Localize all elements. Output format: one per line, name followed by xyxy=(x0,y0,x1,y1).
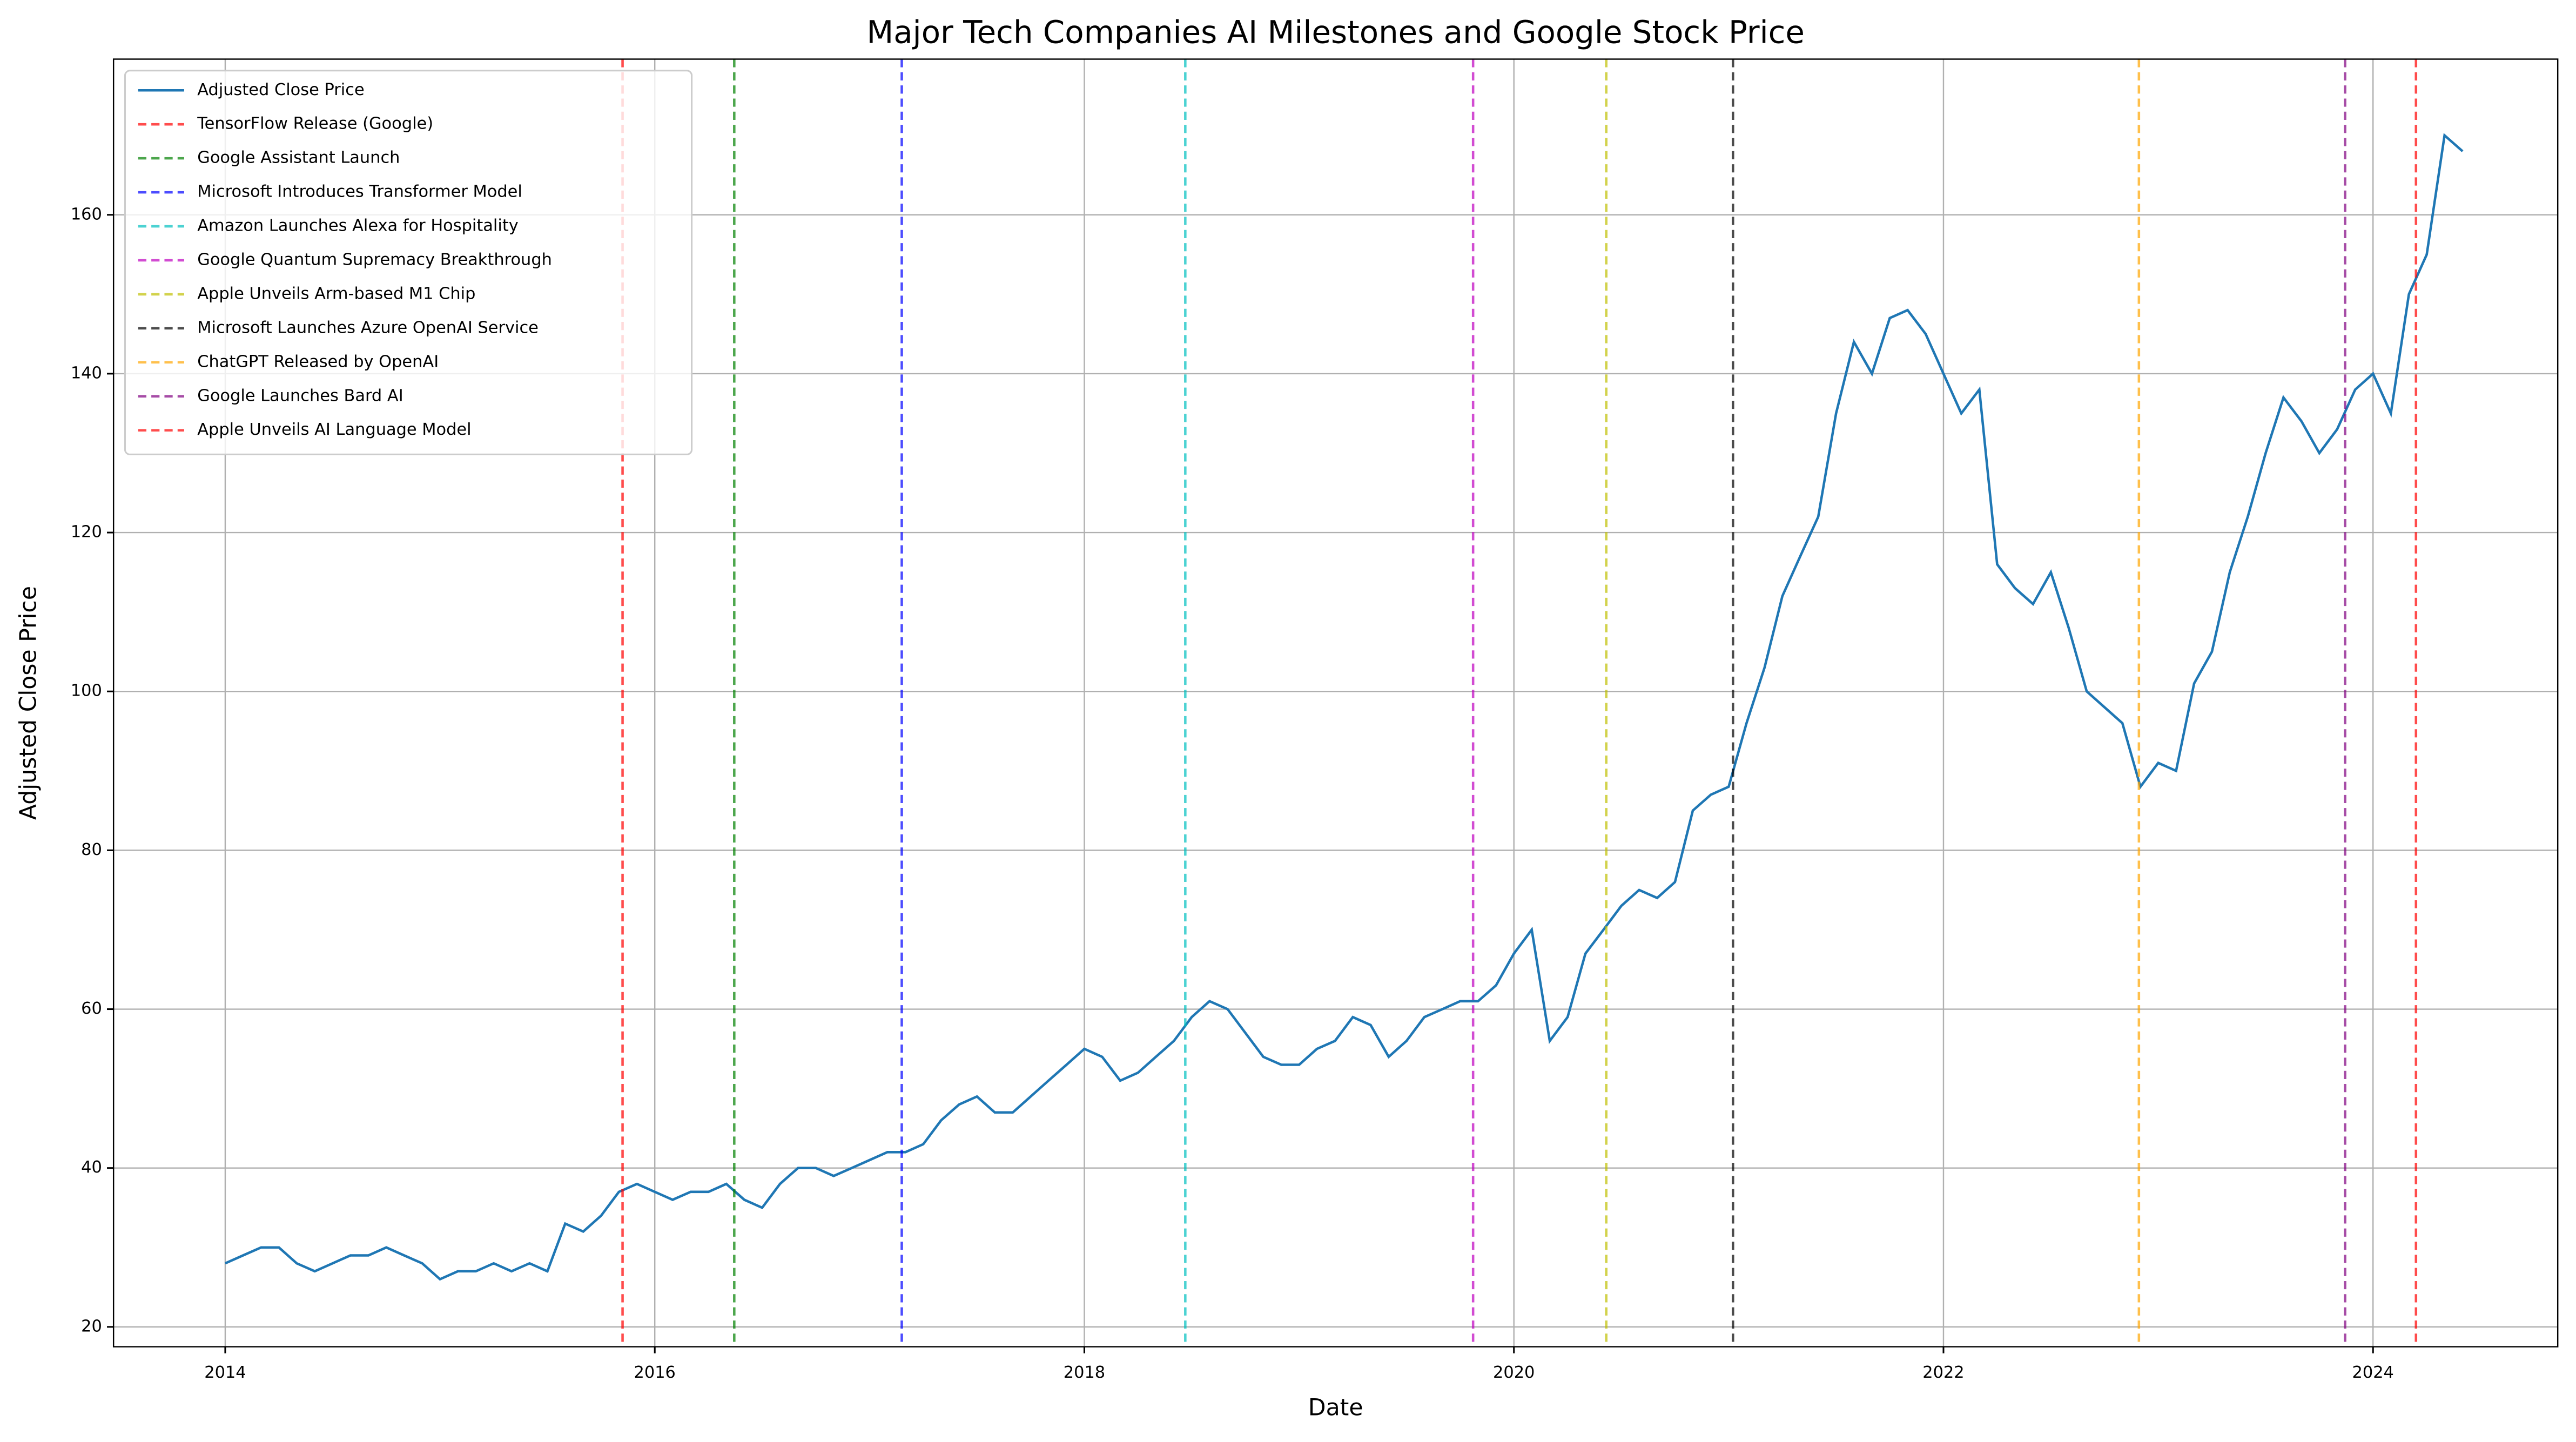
legend-label: Google Assistant Launch xyxy=(197,149,400,167)
x-tick-label: 2024 xyxy=(2352,1363,2394,1382)
legend-label: Google Quantum Supremacy Breakthrough xyxy=(197,250,552,269)
y-tick-label: 100 xyxy=(71,682,102,700)
legend-label: Adjusted Close Price xyxy=(197,80,364,99)
x-tick-label: 2018 xyxy=(1064,1363,1105,1382)
y-tick-label: 80 xyxy=(81,840,102,859)
y-tick-label: 140 xyxy=(71,363,102,382)
legend-label: Amazon Launches Alexa for Hospitality xyxy=(197,217,518,235)
x-tick-label: 2022 xyxy=(1922,1363,1964,1382)
legend-label: Microsoft Introduces Transformer Model xyxy=(197,183,522,201)
y-axis-label: Adjusted Close Price xyxy=(15,586,42,820)
y-tick-label: 60 xyxy=(81,999,102,1018)
legend-label: Apple Unveils Arm-based M1 Chip xyxy=(197,284,475,303)
legend-label: Google Launches Bard AI xyxy=(197,386,403,405)
price-line xyxy=(225,133,2464,1281)
legend-label: Apple Unveils AI Language Model xyxy=(197,420,471,439)
y-tick-label: 40 xyxy=(81,1158,102,1177)
chart-title: Major Tech Companies AI Milestones and G… xyxy=(866,14,1804,50)
x-tick-label: 2014 xyxy=(204,1363,246,1382)
legend-label: Microsoft Launches Azure OpenAI Service xyxy=(197,318,539,337)
y-tick-label: 160 xyxy=(71,205,102,224)
y-tick-label: 120 xyxy=(71,523,102,542)
legend-label: ChatGPT Released by OpenAI xyxy=(197,352,439,371)
legend-label: TensorFlow Release (Google) xyxy=(197,114,433,133)
legend: Adjusted Close Price TensorFlow Release (… xyxy=(124,70,693,455)
x-tick-label: 2016 xyxy=(634,1363,676,1382)
x-axis-label: Date xyxy=(1308,1394,1363,1421)
legend-box xyxy=(124,70,693,455)
x-tick-label: 2020 xyxy=(1493,1363,1535,1382)
axes-frame xyxy=(112,58,2559,1347)
y-tick-label: 20 xyxy=(81,1317,102,1336)
